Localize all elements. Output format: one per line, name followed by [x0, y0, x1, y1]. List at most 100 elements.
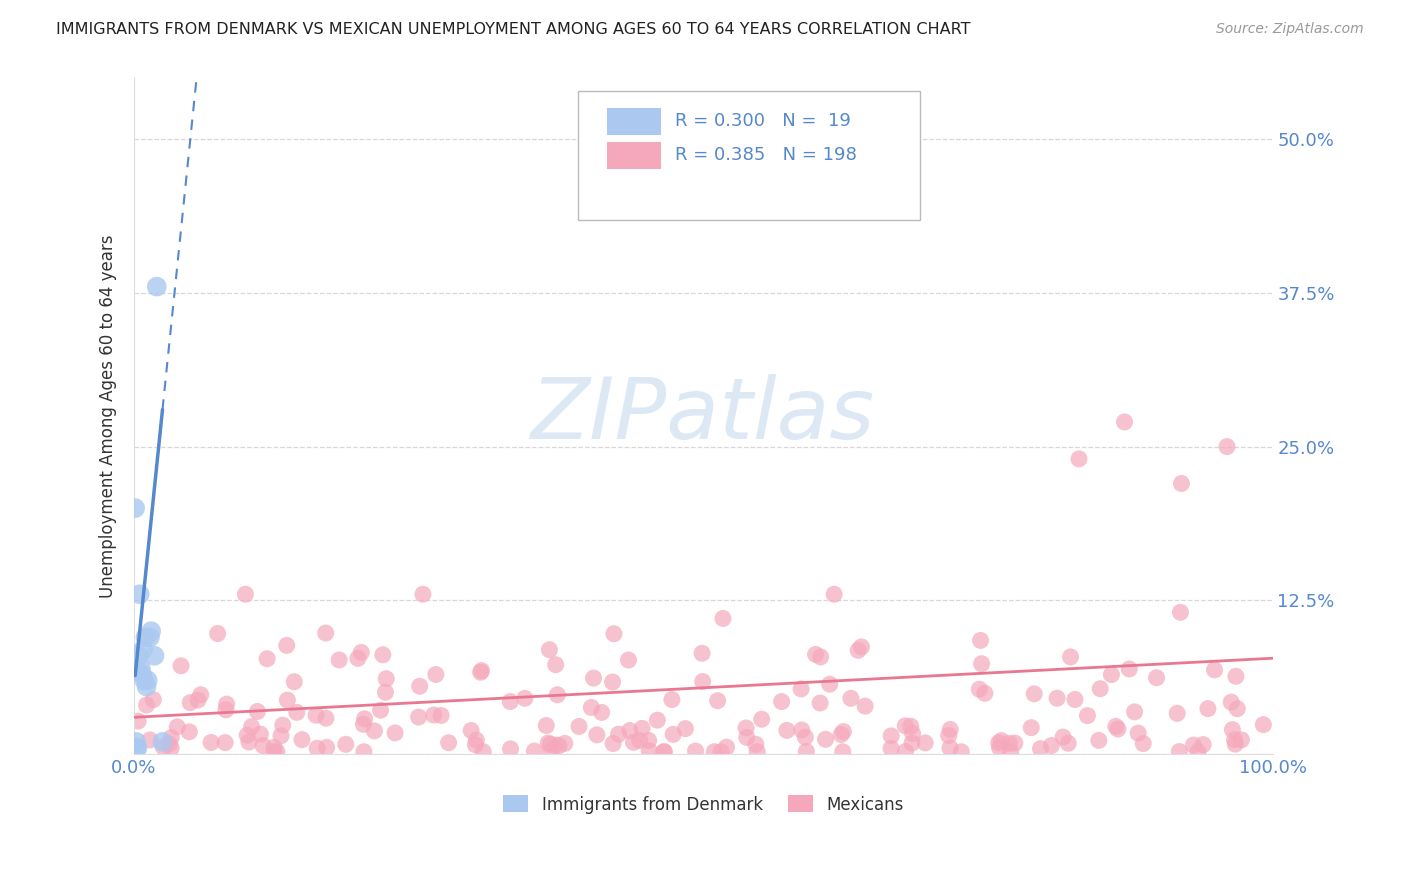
FancyBboxPatch shape: [606, 108, 661, 135]
Point: [617, 653, 640, 667]
Point: [808, 696, 831, 710]
Point: [853, 699, 876, 714]
Point: [1223, 732, 1246, 747]
Point: [776, 723, 799, 738]
Point: [422, 708, 444, 723]
Point: [135, 680, 157, 694]
Point: [1170, 605, 1192, 619]
Point: [969, 682, 991, 697]
Point: [706, 694, 728, 708]
Point: [1105, 719, 1128, 733]
Point: [375, 672, 398, 686]
Point: [128, 587, 150, 601]
Point: [1067, 451, 1090, 466]
Point: [353, 745, 375, 759]
Point: [692, 674, 714, 689]
Point: [603, 626, 626, 640]
Point: [1132, 737, 1154, 751]
Point: [894, 719, 917, 733]
Point: [146, 279, 169, 293]
Point: [1222, 723, 1244, 737]
Point: [796, 744, 818, 758]
Point: [628, 733, 651, 747]
Point: [263, 740, 285, 755]
Point: [1090, 681, 1112, 696]
Point: [160, 741, 183, 756]
Point: [374, 685, 396, 699]
Point: [499, 694, 522, 708]
Point: [988, 740, 1011, 755]
Point: [536, 718, 558, 732]
Point: [548, 739, 571, 753]
Point: [363, 723, 385, 738]
Point: [236, 728, 259, 742]
Point: [894, 744, 917, 758]
Point: [673, 722, 696, 736]
Point: [430, 708, 453, 723]
Point: [537, 736, 560, 750]
Point: [751, 712, 773, 726]
Point: [973, 686, 995, 700]
Point: [347, 651, 370, 665]
Point: [540, 745, 562, 759]
Point: [315, 740, 337, 755]
Point: [128, 648, 150, 663]
Point: [142, 692, 165, 706]
Point: [1166, 706, 1188, 721]
Point: [654, 745, 676, 759]
Point: [1182, 738, 1205, 752]
Point: [1076, 708, 1098, 723]
Point: [370, 703, 392, 717]
Point: [132, 642, 155, 657]
Point: [735, 721, 758, 735]
Point: [832, 724, 855, 739]
Point: [127, 664, 149, 678]
Point: [157, 737, 180, 751]
Point: [408, 710, 430, 724]
Point: [554, 736, 576, 750]
Point: [127, 741, 149, 756]
Point: [283, 674, 305, 689]
Point: [235, 587, 257, 601]
Point: [187, 693, 209, 707]
Point: [139, 624, 162, 639]
Point: [710, 745, 733, 759]
Point: [139, 630, 162, 644]
Point: [276, 639, 298, 653]
Point: [823, 587, 845, 601]
Point: [939, 723, 962, 737]
Point: [179, 696, 201, 710]
Point: [215, 703, 238, 717]
Point: [804, 648, 827, 662]
Point: [170, 658, 193, 673]
Point: [315, 711, 337, 725]
Point: [901, 736, 924, 750]
Point: [747, 745, 769, 759]
Point: [1107, 722, 1129, 736]
Point: [470, 665, 492, 680]
Point: [631, 722, 654, 736]
Y-axis label: Unemployment Among Ages 60 to 64 years: Unemployment Among Ages 60 to 64 years: [100, 234, 117, 598]
Point: [1123, 705, 1146, 719]
Point: [152, 735, 174, 749]
Point: [190, 688, 212, 702]
Point: [623, 735, 645, 749]
Point: [315, 626, 337, 640]
Point: [271, 718, 294, 732]
Point: [135, 698, 157, 712]
Point: [127, 714, 149, 728]
Point: [460, 723, 482, 738]
Point: [276, 693, 298, 707]
Point: [969, 633, 991, 648]
Point: [745, 737, 768, 751]
Point: [839, 691, 862, 706]
Point: [307, 741, 329, 756]
Point: [472, 745, 495, 759]
Point: [1024, 687, 1046, 701]
Point: [851, 640, 873, 654]
Point: [152, 740, 174, 755]
Point: [291, 732, 314, 747]
Point: [735, 731, 758, 745]
Point: [1225, 737, 1247, 751]
Point: [998, 736, 1021, 750]
